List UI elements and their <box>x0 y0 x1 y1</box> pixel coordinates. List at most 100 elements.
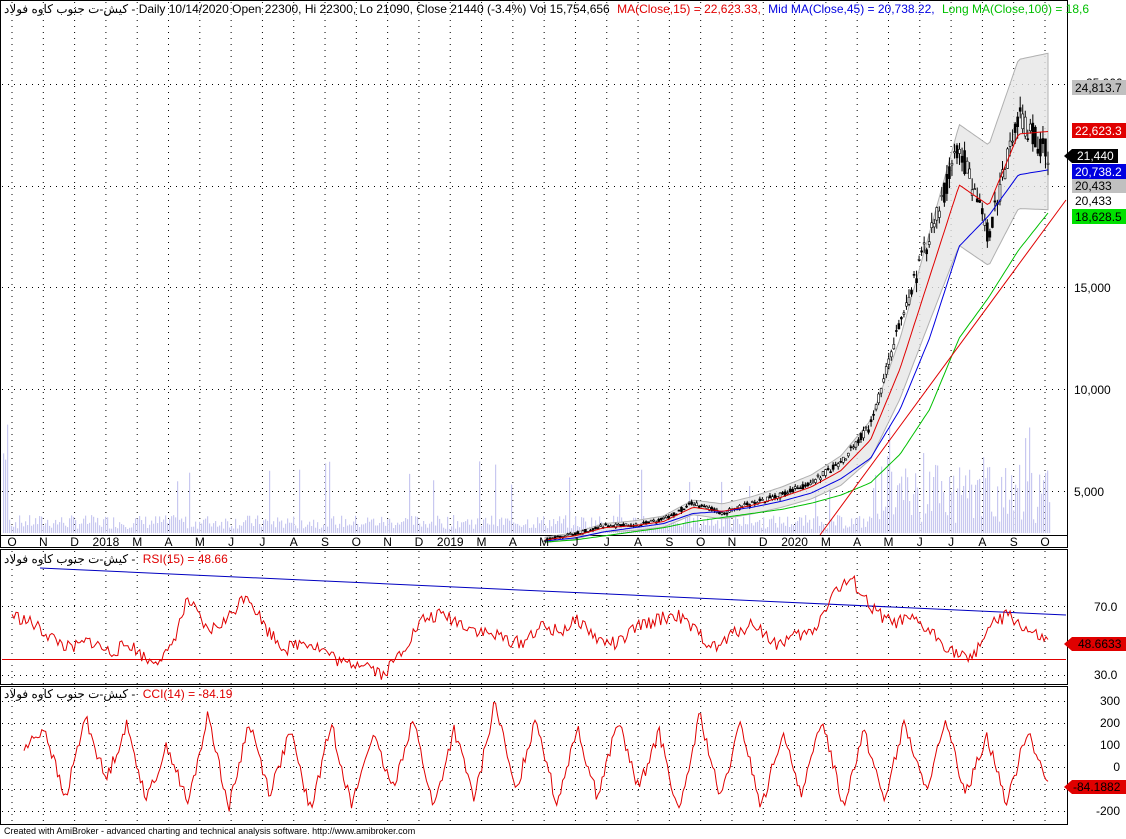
volume-bar <box>985 478 987 533</box>
volume-bar <box>725 518 727 533</box>
volume-bar <box>147 528 149 533</box>
candle-body <box>862 430 865 439</box>
x-tick-label: A <box>509 535 517 549</box>
level-label: 20,433 <box>1075 194 1112 208</box>
x-tick-label: J <box>604 535 610 549</box>
volume-bar <box>529 528 531 533</box>
candle-body <box>750 501 754 503</box>
candle-body <box>768 495 772 499</box>
volume-bar <box>343 526 345 533</box>
candle-body <box>725 512 729 515</box>
cci-tick-label: 100 <box>1100 738 1120 752</box>
volume-bar <box>279 521 281 533</box>
x-tick-label: M <box>132 535 142 549</box>
candle-body <box>773 494 777 499</box>
x-tick-label: S <box>665 535 673 549</box>
bb-lower-label-bg <box>1072 179 1126 193</box>
volume-bar <box>489 524 491 533</box>
volume-bar <box>129 527 131 533</box>
candle-body <box>857 439 860 444</box>
candle-body <box>745 502 749 505</box>
candle-body <box>783 491 787 497</box>
volume-bar <box>577 526 579 533</box>
volume-bar <box>169 519 171 533</box>
volume-bar <box>805 515 807 533</box>
volume-bar <box>981 516 983 533</box>
x-tick-label: M <box>195 535 205 549</box>
volume-bar <box>509 520 511 533</box>
volume-bar <box>791 524 793 533</box>
volume-bar <box>967 498 969 533</box>
volume-bar <box>249 515 251 533</box>
volume-bar <box>125 527 127 533</box>
volume-bar <box>225 518 227 533</box>
volume-bar <box>317 522 319 533</box>
volume-bar <box>133 523 135 533</box>
volume-bar <box>127 528 129 533</box>
x-tick-label: S <box>1010 535 1018 549</box>
volume-bar <box>575 516 577 533</box>
candle-body <box>910 289 913 295</box>
volume-bar <box>1049 502 1051 533</box>
volume-bar <box>389 518 391 533</box>
volume-bar <box>89 522 91 533</box>
volume-bar <box>255 518 257 533</box>
volume-bar <box>795 522 797 533</box>
candle-body <box>882 378 886 383</box>
candle-body <box>604 523 607 526</box>
candle-body <box>690 501 693 505</box>
volume-bar <box>13 526 15 533</box>
volume-bar <box>1035 522 1037 533</box>
volume-bar <box>641 469 643 533</box>
volume-bar <box>895 507 897 533</box>
volume-bar <box>743 516 745 533</box>
volume-bar <box>145 516 147 533</box>
volume-bar <box>929 471 931 533</box>
volume-bar <box>139 515 141 533</box>
volume-bar <box>491 515 493 533</box>
volume-bar <box>797 520 799 533</box>
volume-bar <box>411 515 413 533</box>
candle-body <box>874 404 878 410</box>
volume-bar <box>297 528 299 533</box>
candle-body <box>771 496 774 500</box>
volume-bar <box>1043 480 1045 533</box>
x-tick-label: D <box>759 535 768 549</box>
volume-bar <box>253 526 255 533</box>
candle-body <box>659 517 663 521</box>
volume-bar <box>107 517 109 533</box>
volume-bar <box>845 525 847 533</box>
x-tick-label: J <box>948 535 954 549</box>
volume-bar <box>29 515 31 533</box>
volume-bar <box>337 528 339 533</box>
candle-body <box>948 166 951 179</box>
volume-bar <box>67 527 69 533</box>
volume-bar <box>417 516 419 533</box>
volume-bar <box>359 526 361 533</box>
candle-body <box>791 488 795 493</box>
candle-body <box>1039 138 1042 157</box>
volume-bar <box>381 516 383 533</box>
volume-bar <box>889 425 891 533</box>
volume-bar <box>83 518 85 533</box>
volume-bar <box>45 523 47 533</box>
volume-bar <box>371 519 373 533</box>
volume-bar <box>739 524 741 533</box>
volume-bar <box>855 518 857 533</box>
volume-bar <box>939 503 941 533</box>
volume-bar <box>995 516 997 533</box>
volume-bar <box>969 469 971 533</box>
volume-bar <box>1025 438 1027 533</box>
price-grid <box>2 2 1066 535</box>
volume-bar <box>191 526 193 533</box>
volume-bar <box>97 517 99 533</box>
candle-body <box>879 388 883 394</box>
volume-bar <box>965 475 967 533</box>
volume-bar <box>471 519 473 533</box>
volume-bar <box>699 527 701 533</box>
volume-bar <box>531 527 533 533</box>
volume-bar <box>711 519 713 533</box>
candle-body <box>930 222 934 228</box>
volume-bar <box>983 457 985 533</box>
candle-body <box>958 148 961 154</box>
